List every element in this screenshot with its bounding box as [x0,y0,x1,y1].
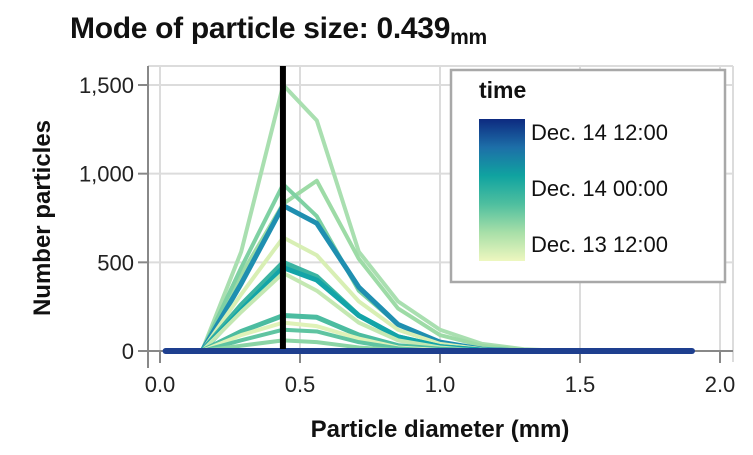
legend-label: Dec. 14 00:00 [531,176,668,201]
x-axis-title: Particle diameter (mm) [311,416,570,443]
chart-title-value: 0.439 [376,12,451,45]
x-tick-label: 0.5 [285,372,316,397]
x-tick-label: 1.5 [565,372,596,397]
x-tick-label: 2.0 [705,372,736,397]
y-axis-title: Number particles [29,120,56,316]
y-tick-label: 0 [122,339,134,364]
legend-gradient-bar [479,119,525,261]
series-lines [162,83,695,354]
y-tick-label: 1,500 [79,73,134,98]
x-tick-label: 1.0 [425,372,456,397]
chart-title: Mode of particle size: 0.439mm [70,12,487,49]
y-tick-label: 500 [97,250,134,275]
y-tick-label: 1,000 [79,162,134,187]
legend-label: Dec. 13 12:00 [531,232,668,257]
chart-title-unit: mm [450,26,487,49]
legend-title: time [479,77,526,103]
x-tick-label: 0.0 [145,372,176,397]
legend-label: Dec. 14 12:00 [531,120,668,145]
chart-title-prefix: Mode of particle size: [70,12,377,45]
